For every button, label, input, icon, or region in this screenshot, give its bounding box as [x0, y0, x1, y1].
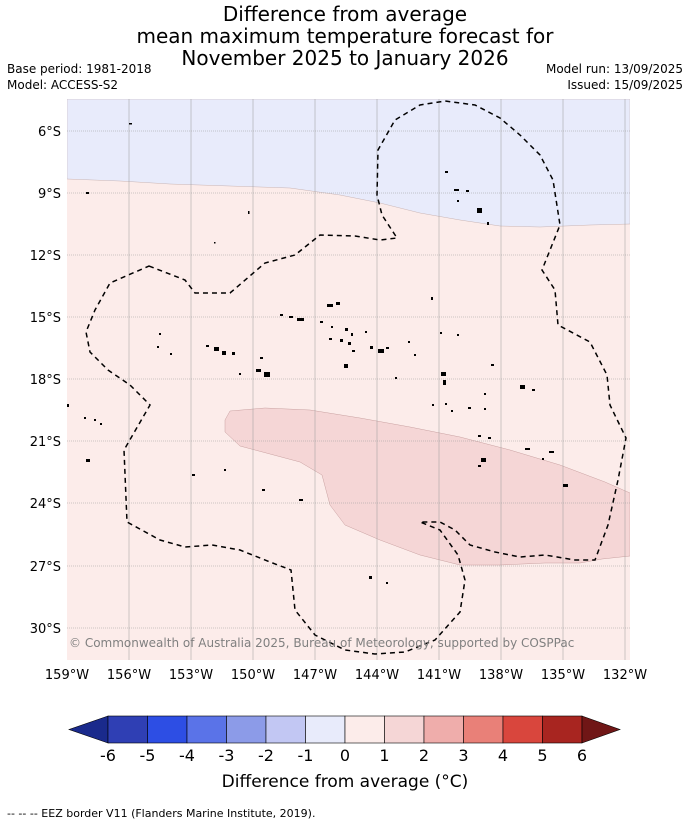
lat-label: 27°S — [30, 560, 61, 575]
colorbar-tick-label: 0 — [340, 746, 350, 765]
colorbar-segment — [344, 715, 385, 744]
colorbar-extend-max — [581, 715, 621, 744]
lat-label: 12°S — [30, 249, 61, 264]
colorbar-tick-labels: -6 -5 -4 -3 -2 -1 0 1 2 3 4 5 6 — [100, 746, 587, 765]
colorbar-segment — [226, 715, 267, 744]
lat-label: 9°S — [38, 187, 61, 202]
colorbar-segment — [542, 715, 583, 744]
longitude-labels: 159°W 156°W 153°W 150°W 147°W 144°W 141°W 138°W… — [45, 668, 647, 683]
lon-label: 156°W — [107, 668, 151, 683]
lon-label: 153°W — [169, 668, 213, 683]
lat-label: 21°S — [30, 435, 61, 450]
lat-label: 30°S — [30, 622, 61, 637]
colorbar-segment — [305, 715, 346, 744]
title-line-1: Difference from average — [222, 2, 468, 26]
eez-border-french-polynesia — [85, 100, 627, 655]
eez-footnote: -- -- -- EEZ border V11 (Flanders Marine… — [7, 807, 316, 820]
colorbar-tick-label: 6 — [577, 746, 587, 765]
title-line-3: November 2025 to January 2026 — [181, 46, 509, 70]
latitude-labels: 6°S 9°S 12°S 15°S 18°S 21°S 24°S 27°S 30°S — [30, 125, 61, 637]
colorbar-segment — [107, 715, 148, 744]
colorbar-segment — [147, 715, 188, 744]
lon-label: 132°W — [603, 668, 647, 683]
region-one-to-two — [224, 407, 630, 566]
colorbar-tick-label: 3 — [458, 746, 468, 765]
colorbar-tick-label: 5 — [537, 746, 547, 765]
colorbar-segment — [502, 715, 543, 744]
colorbar-segment — [463, 715, 504, 744]
title-line-2: mean maximum temperature forecast for — [136, 24, 554, 48]
colorbar-extend-min — [68, 715, 109, 744]
colorbar-segment — [384, 715, 425, 744]
issued-date: Issued: 15/09/2025 — [567, 78, 683, 92]
lon-label: 141°W — [417, 668, 461, 683]
colorbar-segment — [265, 715, 306, 744]
lon-label: 144°W — [355, 668, 399, 683]
colorbar — [68, 715, 621, 744]
colorbar-tick-label: -2 — [258, 746, 274, 765]
colorbar-tick-label: -4 — [179, 746, 195, 765]
model-name: Model: ACCESS-S2 — [7, 78, 119, 92]
colorbar-tick-label: -5 — [140, 746, 156, 765]
colorbar-tick-label: -3 — [219, 746, 235, 765]
colorbar-title: Difference from average (°C) — [221, 772, 469, 792]
base-period: Base period: 1981-2018 — [7, 62, 152, 76]
colorbar-tick-label: -1 — [298, 746, 314, 765]
lat-label: 6°S — [38, 125, 61, 140]
colorbar-tick-label: 1 — [379, 746, 389, 765]
lon-label: 150°W — [231, 668, 275, 683]
map-area — [67, 99, 630, 660]
islands — [67, 123, 568, 584]
lat-label: 18°S — [30, 373, 61, 388]
lat-label: 15°S — [30, 311, 61, 326]
forecast-map: © Commonwealth of Australia 2025, Bureau… — [30, 99, 647, 765]
lon-label: 147°W — [293, 668, 337, 683]
colorbar-tick-label: 2 — [419, 746, 429, 765]
lon-label: 138°W — [479, 668, 523, 683]
lat-label: 24°S — [30, 497, 61, 512]
colorbar-tick-label: 4 — [498, 746, 508, 765]
colorbar-segment — [423, 715, 464, 744]
lon-label: 159°W — [45, 668, 89, 683]
lon-label: 135°W — [541, 668, 585, 683]
colorbar-tick-label: -6 — [100, 746, 116, 765]
colorbar-segment — [186, 715, 227, 744]
model-run: Model run: 13/09/2025 — [545, 62, 683, 76]
copyright-notice: © Commonwealth of Australia 2025, Bureau… — [69, 636, 574, 650]
